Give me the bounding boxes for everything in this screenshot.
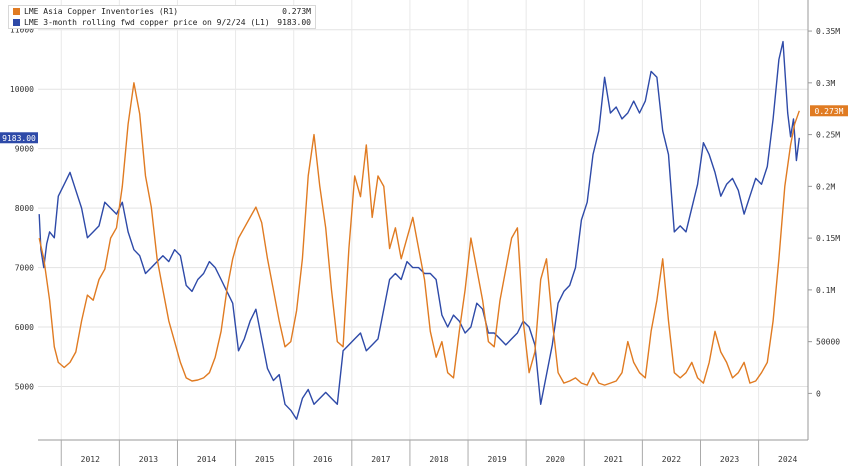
y-right-tick-label: 0.25M [816, 131, 840, 140]
series-line-copper-price [38, 40, 800, 420]
x-tick-label: 2013 [139, 455, 158, 464]
x-tick-label: 2019 [487, 455, 506, 464]
y-right-tick-label: 0.15M [816, 234, 840, 243]
y-left-tick-label: 5000 [15, 382, 34, 391]
y-right-tick-label: 0.3M [816, 79, 835, 88]
x-tick-label: 2015 [255, 455, 274, 464]
series-line-inventories [38, 82, 800, 386]
last-value-tag-copper-price [0, 132, 38, 144]
x-tick-label: 2017 [371, 455, 390, 464]
legend-item-inventories: LME Asia Copper Inventories (R1) 0.273M [9, 6, 315, 17]
y-left-tick-label: 11000 [10, 26, 34, 35]
y-right-tick-label: 0.2M [816, 182, 835, 191]
axes: 5000 6000 7000 8000 9000 10000 11000 0 50000 0.1M… [10, 0, 840, 466]
legend-value-copper-price: 9183.00 [277, 18, 311, 27]
x-tick-label: 2023 [720, 455, 739, 464]
y-left-tick-label: 8000 [15, 204, 34, 213]
last-value-label-inventories: 0.273M [815, 107, 844, 116]
y-left-tick-label: 9000 [15, 145, 34, 154]
series-layer [38, 40, 800, 420]
x-tick-label: 2014 [197, 455, 216, 464]
legend-label-copper-price: LME 3-month rolling fwd copper price on … [24, 18, 270, 27]
x-tick-label: 2020 [546, 455, 565, 464]
x-tick-label: 2012 [81, 455, 100, 464]
y-left-tick-label: 7000 [15, 264, 34, 273]
x-tick-label: 2022 [662, 455, 681, 464]
y-left-tick-label: 10000 [10, 85, 34, 94]
y-right-tick-label: 0.1M [816, 286, 835, 295]
x-tick-label: 2018 [429, 455, 448, 464]
grid [38, 0, 808, 440]
x-tick-label: 2024 [778, 455, 797, 464]
legend-swatch-copper-price [13, 19, 20, 26]
x-tick-label: 2016 [313, 455, 332, 464]
legend-label-inventories: LME Asia Copper Inventories (R1) [24, 7, 179, 16]
legend-value-inventories: 0.273M [282, 7, 311, 16]
y-left-tick-label: 6000 [15, 323, 34, 332]
legend-swatch-inventories [13, 8, 20, 15]
y-right-tick-label: 50000 [816, 338, 840, 347]
legend: LME Asia Copper Inventories (R1) 0.273M … [8, 5, 316, 29]
y-right-tick-label: 0.35M [816, 27, 840, 36]
value-labels: 9183.00 0.273M [0, 105, 848, 144]
last-value-tag-inventories [810, 105, 848, 117]
legend-item-copper-price: LME 3-month rolling fwd copper price on … [9, 17, 315, 28]
x-tick-label: 2021 [604, 455, 623, 464]
y-right-tick-label: 0 [816, 389, 821, 398]
last-value-label-copper-price: 9183.00 [2, 134, 36, 143]
